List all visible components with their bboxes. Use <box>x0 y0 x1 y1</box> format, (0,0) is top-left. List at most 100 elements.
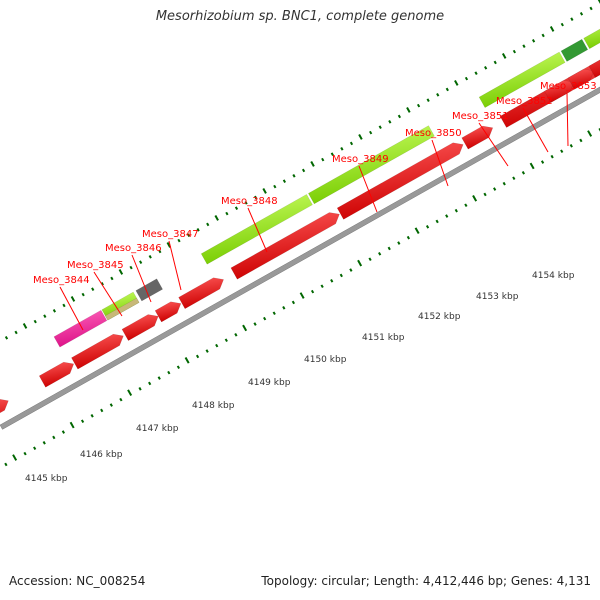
gene-label-3[interactable]: Meso_3846 <box>105 243 162 254</box>
outer-tick <box>214 215 219 221</box>
outer-tick <box>225 211 229 216</box>
scale-tick <box>397 241 401 245</box>
cds-red-2[interactable] <box>38 361 75 388</box>
gene-green-3[interactable] <box>308 125 435 205</box>
outer-tick <box>301 168 306 173</box>
scale-tick <box>464 203 468 208</box>
scale-tick <box>109 403 113 407</box>
gene-label-10[interactable]: Meso_3853 <box>540 81 597 92</box>
gene-label-9[interactable]: Meso_3852 <box>496 96 553 107</box>
gene-leader-10 <box>566 92 569 147</box>
cds-red-11[interactable] <box>544 80 575 103</box>
scale-tick <box>234 333 238 337</box>
gene-label-6[interactable]: Meso_3849 <box>332 154 389 165</box>
gene-label-8[interactable]: Meso_3851 <box>452 111 509 122</box>
gene-green-5[interactable] <box>583 19 600 50</box>
cds-red-5[interactable] <box>154 301 182 323</box>
scale-tick <box>100 408 104 413</box>
outer-tick <box>52 309 57 313</box>
scale-tick <box>299 292 305 299</box>
scale-tick <box>483 192 487 197</box>
gene-leader-8 <box>478 122 509 167</box>
outer-tick <box>597 0 600 4</box>
outer-tick <box>196 228 200 232</box>
outer-tick <box>388 120 392 124</box>
gene-gray-1[interactable] <box>135 278 163 302</box>
outer-tick <box>262 188 267 194</box>
scale-tick <box>176 365 181 370</box>
outer-tick <box>186 233 191 238</box>
scale-tick <box>454 208 458 213</box>
cds-red-3[interactable] <box>71 333 124 370</box>
scale-tick <box>215 343 219 348</box>
outer-tick <box>454 80 459 86</box>
cds-red-7[interactable] <box>230 212 340 280</box>
scale-tick <box>282 306 286 310</box>
scale-tick <box>425 225 430 229</box>
outer-tick <box>310 161 315 167</box>
outer-tick <box>4 336 9 340</box>
cds-red-4[interactable] <box>121 314 159 341</box>
gene-tan-1[interactable] <box>104 297 140 321</box>
outer-tick <box>416 103 421 108</box>
scale-tick <box>263 316 267 321</box>
outer-tick <box>43 314 47 319</box>
outer-tick <box>282 179 287 184</box>
scale-tick <box>119 397 123 402</box>
scale-tick <box>560 149 564 154</box>
scale-label: 4149 kbp <box>248 378 291 388</box>
scale-tick <box>472 194 478 202</box>
scale-tick <box>579 138 583 143</box>
outer-tick <box>549 26 555 32</box>
scale-tick <box>4 462 8 467</box>
gene-leader-1 <box>59 286 84 331</box>
outer-tick <box>70 296 76 302</box>
outer-tick <box>330 152 334 157</box>
cds-red-1[interactable] <box>0 399 9 429</box>
scale-tick <box>224 338 228 343</box>
cds-red-8[interactable] <box>336 142 464 220</box>
outer-tick <box>118 269 124 275</box>
outer-tick <box>254 195 258 200</box>
outer-tick <box>62 303 66 308</box>
gene-magenta-2[interactable] <box>53 309 108 348</box>
outer-tick <box>22 323 28 329</box>
scale-tick <box>512 176 516 181</box>
cds-red-6[interactable] <box>178 277 224 310</box>
scale-tick <box>493 187 497 191</box>
gene-label-1[interactable]: Meso_3844 <box>33 275 90 286</box>
scale-label: 4151 kbp <box>362 333 405 343</box>
outer-tick <box>349 141 354 146</box>
outer-tick <box>158 249 162 254</box>
outer-tick <box>110 276 114 281</box>
scale-tick <box>272 311 276 316</box>
gene-label-7[interactable]: Meso_3850 <box>405 128 462 139</box>
gene-label-4[interactable]: Meso_3847 <box>142 229 199 240</box>
gene-leader-3 <box>131 254 152 303</box>
scale-label: 4147 kbp <box>136 424 179 434</box>
gene-label-2[interactable]: Meso_3845 <box>67 260 124 271</box>
scale-tick <box>291 300 296 305</box>
scale-label: 4153 kbp <box>476 292 519 302</box>
scale-label: 4146 kbp <box>80 450 123 460</box>
scale-tick <box>435 219 439 224</box>
gene-dark-green-1[interactable] <box>560 38 589 62</box>
outer-tick <box>436 93 440 97</box>
outer-tick <box>484 66 488 70</box>
scale-tick <box>33 446 37 451</box>
scale-tick <box>569 144 573 148</box>
outer-tick <box>129 265 133 270</box>
scale-tick <box>502 181 506 186</box>
cds-red-9[interactable] <box>461 125 494 150</box>
gene-label-5[interactable]: Meso_3848 <box>221 196 278 207</box>
outer-tick <box>148 255 152 259</box>
topology-summary: Topology: circular; Length: 4,412,446 bp… <box>261 574 591 588</box>
scale-tick <box>195 354 200 359</box>
gene-green-4[interactable] <box>478 51 566 108</box>
cds-red-13[interactable] <box>588 47 600 78</box>
outer-tick <box>493 60 497 65</box>
cds-red-12[interactable] <box>567 68 595 90</box>
outer-tick <box>570 17 574 22</box>
outer-tick <box>369 130 373 135</box>
